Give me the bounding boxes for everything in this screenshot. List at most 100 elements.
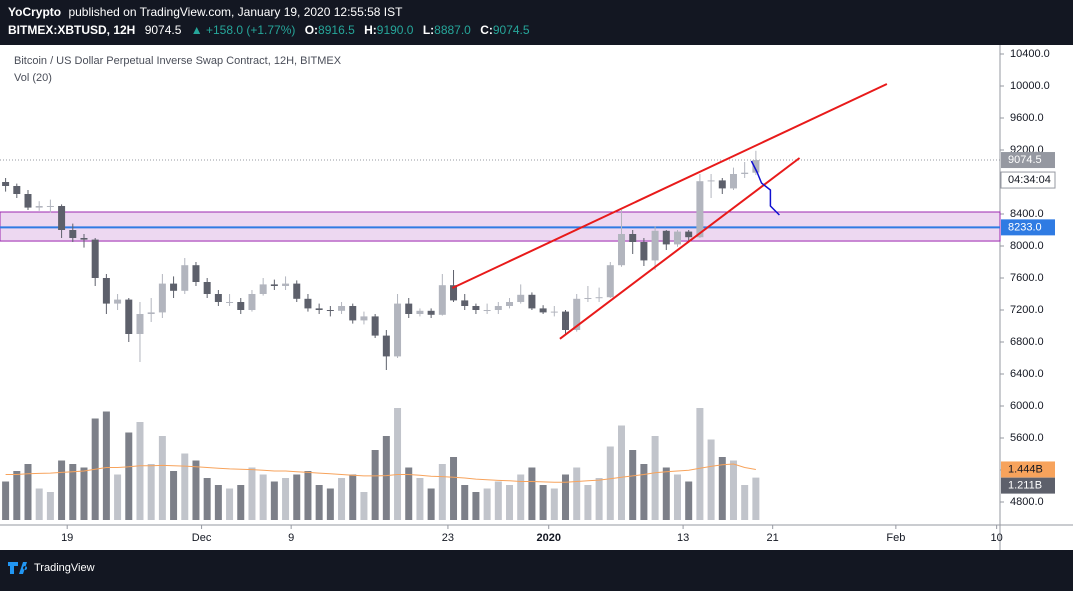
volume-bar xyxy=(58,460,66,520)
candle-body xyxy=(91,239,99,278)
y-tick-label: 10000.0 xyxy=(1010,80,1050,92)
candle-body xyxy=(506,302,514,306)
candle-body xyxy=(136,314,144,334)
candle-body xyxy=(729,174,737,189)
candle-body xyxy=(125,299,133,334)
candle-body xyxy=(673,231,681,245)
volume-bar xyxy=(102,411,110,520)
volume-bar xyxy=(718,457,726,520)
volume-bar xyxy=(326,488,334,520)
x-tick-label: 21 xyxy=(767,532,779,544)
candle-body xyxy=(718,180,726,189)
x-tick-label: Feb xyxy=(886,532,905,544)
volume-bar xyxy=(382,436,390,520)
volume-bar xyxy=(304,471,312,520)
volume-ma-label: 1.444B xyxy=(1008,463,1043,475)
candle-body xyxy=(640,242,648,261)
volume-bar xyxy=(483,488,491,520)
candle-body xyxy=(304,298,312,309)
candle-body xyxy=(382,335,390,357)
candle-body xyxy=(349,306,357,321)
volume-bar xyxy=(584,485,592,520)
volume-bar xyxy=(629,450,637,520)
x-tick-label: 23 xyxy=(442,532,454,544)
candle-body xyxy=(259,284,267,294)
logo xyxy=(8,562,28,574)
candle-body xyxy=(58,206,66,230)
level-label: 8233.0 xyxy=(1008,221,1042,233)
volume-box xyxy=(1001,477,1055,494)
volume-bar xyxy=(203,478,211,520)
volume-bar xyxy=(371,450,379,520)
candle-body xyxy=(338,306,346,311)
candle-body xyxy=(438,285,446,315)
volume-bar xyxy=(35,488,43,520)
c-label: C: xyxy=(480,23,493,37)
candle-body xyxy=(707,180,715,182)
volume-bar xyxy=(618,425,626,520)
candle-body xyxy=(24,194,32,208)
volume-bar xyxy=(214,485,222,520)
volume-bar xyxy=(136,422,144,520)
h-label: H: xyxy=(364,23,377,37)
candle-body xyxy=(214,294,222,302)
candle-body xyxy=(248,294,256,310)
x-tick-label: 19 xyxy=(61,532,73,544)
candle-body xyxy=(450,285,458,301)
candle-body xyxy=(472,306,480,310)
volume-bar xyxy=(494,481,502,520)
candle-body xyxy=(237,302,245,310)
o: 8916.5 xyxy=(318,23,355,37)
candle-body xyxy=(371,316,379,336)
candle-body xyxy=(483,310,491,311)
volume-bar xyxy=(270,481,278,520)
header-line2: BITMEX:XBTUSD, 12H 9074.5 ▲ +158.0 (+1.7… xyxy=(8,23,530,37)
candle-body xyxy=(203,282,211,294)
volume-bar xyxy=(237,485,245,520)
volume-bar xyxy=(539,485,547,520)
candle-body xyxy=(517,294,525,302)
candle-body xyxy=(226,302,234,303)
volume-bar xyxy=(696,408,704,520)
volume-bar xyxy=(729,460,737,520)
price: 9074.5 xyxy=(145,23,182,37)
candle-body xyxy=(752,160,760,173)
volume-bar xyxy=(450,457,458,520)
candle-body xyxy=(315,308,323,310)
volume-bar xyxy=(282,478,290,520)
volume-bar xyxy=(46,492,54,520)
volume-bar xyxy=(550,488,558,520)
publisher: YoCrypto xyxy=(8,5,61,19)
volume-bar xyxy=(662,467,670,520)
l: 8887.0 xyxy=(434,23,471,37)
y-tick-label: 6000.0 xyxy=(1010,400,1044,412)
volume-bar xyxy=(606,446,614,520)
volume-bar xyxy=(315,485,323,520)
volume-bar xyxy=(461,485,469,520)
candle-body xyxy=(741,172,749,174)
volume-bar xyxy=(595,478,603,520)
volume-bar xyxy=(259,474,267,520)
volume-ma-box xyxy=(1001,461,1055,478)
volume-bar xyxy=(528,467,536,520)
candle-body xyxy=(282,283,290,286)
volume-bar xyxy=(248,467,256,520)
candle-body xyxy=(562,311,570,330)
volume-bar xyxy=(651,436,659,520)
change: ▲ +158.0 (+1.77%) xyxy=(191,23,296,37)
header-line1: YoCrypto published on TradingView.com, J… xyxy=(8,5,403,19)
x-tick-label: 10 xyxy=(991,532,1003,544)
candle-body xyxy=(46,206,54,207)
candle-body xyxy=(584,298,592,299)
candle-body xyxy=(35,206,43,208)
candle-body xyxy=(528,294,536,309)
volume-bar xyxy=(752,477,760,520)
candle-body xyxy=(461,300,469,306)
volume-bar xyxy=(472,492,480,520)
candle-body xyxy=(618,234,626,266)
volume-title: Vol (20) xyxy=(14,72,52,84)
o-label: O: xyxy=(305,23,318,37)
candle-body xyxy=(405,303,413,314)
volume-bar xyxy=(438,464,446,520)
